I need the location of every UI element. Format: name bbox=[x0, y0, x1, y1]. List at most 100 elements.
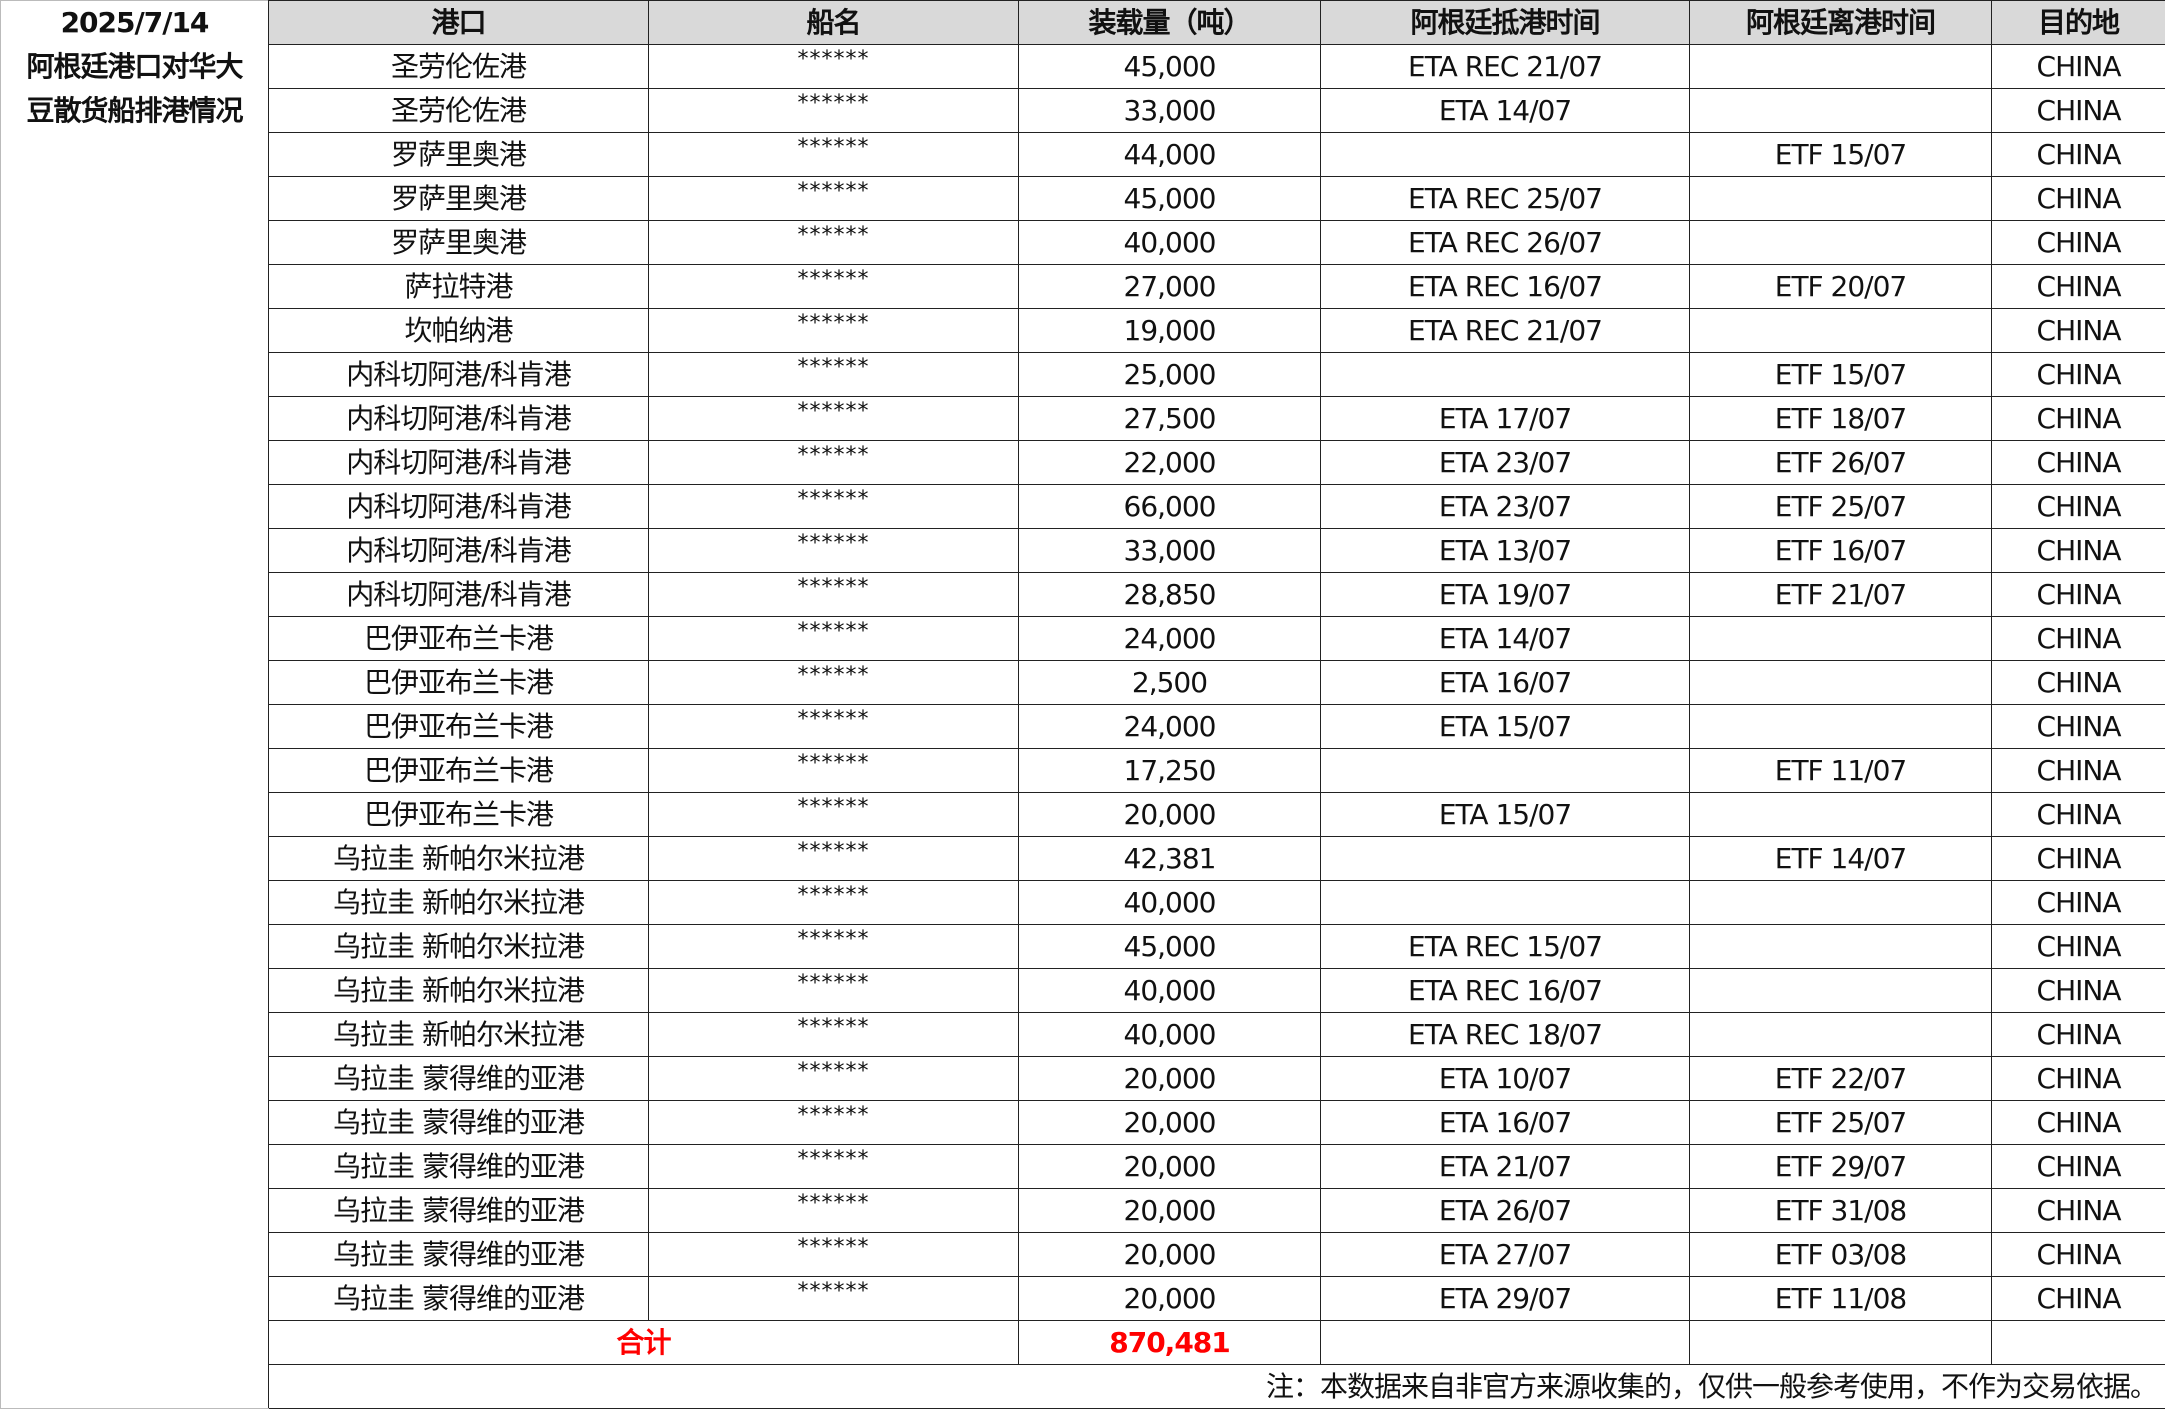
cell-destination: CHINA bbox=[1991, 1100, 2165, 1145]
cell-arrival: ETA 23/07 bbox=[1320, 440, 1690, 485]
cell-arrival bbox=[1320, 836, 1690, 881]
cell-port: 内科切阿港/科肯港 bbox=[268, 352, 649, 397]
empty-cell bbox=[1689, 1320, 1992, 1365]
cell-tonnage: 20,000 bbox=[1018, 1232, 1321, 1277]
table-row: 内科切阿港/科肯港 ****** 25,000 ETF 15/07 CHINA bbox=[1, 352, 2165, 397]
cell-port: 乌拉圭 蒙得维的亚港 bbox=[268, 1056, 649, 1101]
cell-destination: CHINA bbox=[1991, 704, 2165, 749]
table-row: 乌拉圭 蒙得维的亚港 ****** 20,000 ETA 10/07 ETF 22/07… bbox=[1, 1056, 2165, 1101]
cell-arrival: ETA REC 21/07 bbox=[1320, 44, 1690, 89]
cell-tonnage: 24,000 bbox=[1018, 616, 1321, 661]
cell-departure bbox=[1689, 88, 1992, 133]
table-row: 巴伊亚布兰卡港 ****** 24,000 ETA 15/07 CHINA bbox=[1, 704, 2165, 749]
total-value: 870,481 bbox=[1018, 1320, 1321, 1365]
cell-departure: ETF 03/08 bbox=[1689, 1232, 1992, 1277]
cell-arrival: ETA REC 16/07 bbox=[1320, 968, 1690, 1013]
cell-departure bbox=[1689, 308, 1992, 353]
cell-arrival bbox=[1320, 132, 1690, 177]
cell-port: 乌拉圭 蒙得维的亚港 bbox=[268, 1232, 649, 1277]
table-row: 萨拉特港 ****** 27,000 ETA REC 16/07 ETF 20/07 CH… bbox=[1, 264, 2165, 309]
cell-arrival: ETA 15/07 bbox=[1320, 792, 1690, 837]
cell-tonnage: 42,381 bbox=[1018, 836, 1321, 881]
cell-destination: CHINA bbox=[1991, 1188, 2165, 1233]
cell-arrival: ETA 23/07 bbox=[1320, 484, 1690, 529]
cell-port: 内科切阿港/科肯港 bbox=[268, 572, 649, 617]
cell-destination: CHINA bbox=[1991, 220, 2165, 265]
cell-tonnage: 24,000 bbox=[1018, 704, 1321, 749]
cell-departure: ETF 21/07 bbox=[1689, 572, 1992, 617]
note-row: 注：本数据来自非官方来源收集的，仅供一般参考使用，不作为交易依据。 bbox=[1, 1364, 2165, 1409]
cell-destination: CHINA bbox=[1991, 616, 2165, 661]
cell-tonnage: 20,000 bbox=[1018, 1056, 1321, 1101]
cell-destination: CHINA bbox=[1991, 308, 2165, 353]
cell-ship-name: ****** bbox=[648, 132, 1019, 177]
cell-arrival: ETA REC 21/07 bbox=[1320, 308, 1690, 353]
table-row: 乌拉圭 新帕尔米拉港 ****** 40,000 ETA REC 18/07 CHINA bbox=[1, 1012, 2165, 1057]
cell-ship-name: ****** bbox=[648, 748, 1019, 793]
cell-departure: ETF 31/08 bbox=[1689, 1188, 1992, 1233]
cell-port: 巴伊亚布兰卡港 bbox=[268, 792, 649, 837]
cell-departure bbox=[1689, 792, 1992, 837]
cell-tonnage: 20,000 bbox=[1018, 1100, 1321, 1145]
report-title-line2: 豆散货船排港情况 bbox=[26, 94, 243, 127]
cell-destination: CHINA bbox=[1991, 396, 2165, 441]
table-row: 巴伊亚布兰卡港 ****** 2,500 ETA 16/07 CHINA bbox=[1, 660, 2165, 705]
cell-arrival bbox=[1320, 748, 1690, 793]
cell-ship-name: ****** bbox=[648, 1232, 1019, 1277]
table-row: 圣劳伦佐港 ****** 45,000 ETA REC 21/07 CHINA bbox=[1, 44, 2165, 89]
cell-port: 乌拉圭 蒙得维的亚港 bbox=[268, 1188, 649, 1233]
cell-ship-name: ****** bbox=[648, 1056, 1019, 1101]
cell-departure bbox=[1689, 44, 1992, 89]
cell-port: 乌拉圭 新帕尔米拉港 bbox=[268, 1012, 649, 1057]
col-header-destination: 目的地 bbox=[1991, 0, 2165, 45]
cell-departure: ETF 11/07 bbox=[1689, 748, 1992, 793]
cell-ship-name: ****** bbox=[648, 264, 1019, 309]
cell-ship-name: ****** bbox=[648, 968, 1019, 1013]
cell-departure: ETF 14/07 bbox=[1689, 836, 1992, 881]
cell-arrival: ETA 14/07 bbox=[1320, 616, 1690, 661]
cell-destination: CHINA bbox=[1991, 1144, 2165, 1189]
cell-tonnage: 20,000 bbox=[1018, 1144, 1321, 1189]
cell-port: 内科切阿港/科肯港 bbox=[268, 440, 649, 485]
cell-departure bbox=[1689, 880, 1992, 925]
cell-tonnage: 40,000 bbox=[1018, 220, 1321, 265]
empty-cell bbox=[1991, 1320, 2165, 1365]
table-row: 乌拉圭 蒙得维的亚港 ****** 20,000 ETA 29/07 ETF 11/08… bbox=[1, 1276, 2165, 1321]
table-row: 乌拉圭 蒙得维的亚港 ****** 20,000 ETA 21/07 ETF 29/07… bbox=[1, 1144, 2165, 1189]
cell-destination: CHINA bbox=[1991, 352, 2165, 397]
cell-port: 萨拉特港 bbox=[268, 264, 649, 309]
cell-ship-name: ****** bbox=[648, 660, 1019, 705]
cell-tonnage: 22,000 bbox=[1018, 440, 1321, 485]
cell-ship-name: ****** bbox=[648, 1188, 1019, 1233]
cell-port: 罗萨里奥港 bbox=[268, 220, 649, 265]
cell-port: 巴伊亚布兰卡港 bbox=[268, 748, 649, 793]
table-row: 乌拉圭 新帕尔米拉港 ****** 42,381 ETF 14/07 CHINA bbox=[1, 836, 2165, 881]
cell-arrival: ETA 29/07 bbox=[1320, 1276, 1690, 1321]
cell-port: 巴伊亚布兰卡港 bbox=[268, 660, 649, 705]
cell-ship-name: ****** bbox=[648, 352, 1019, 397]
cell-tonnage: 40,000 bbox=[1018, 968, 1321, 1013]
cell-port: 圣劳伦佐港 bbox=[268, 88, 649, 133]
table-row: 内科切阿港/科肯港 ****** 22,000 ETA 23/07 ETF 26/07 C… bbox=[1, 440, 2165, 485]
empty-cell bbox=[1320, 1320, 1690, 1365]
table-row: 内科切阿港/科肯港 ****** 27,500 ETA 17/07 ETF 18/07 C… bbox=[1, 396, 2165, 441]
report-title-line1: 阿根廷港口对华大 bbox=[26, 50, 243, 83]
cell-tonnage: 27,000 bbox=[1018, 264, 1321, 309]
cell-port: 巴伊亚布兰卡港 bbox=[268, 704, 649, 749]
cell-destination: CHINA bbox=[1991, 748, 2165, 793]
cell-ship-name: ****** bbox=[648, 44, 1019, 89]
cell-port: 内科切阿港/科肯港 bbox=[268, 396, 649, 441]
cell-departure: ETF 16/07 bbox=[1689, 528, 1992, 573]
cell-tonnage: 28,850 bbox=[1018, 572, 1321, 617]
cell-departure bbox=[1689, 1012, 1992, 1057]
cell-destination: CHINA bbox=[1991, 924, 2165, 969]
cell-arrival: ETA REC 25/07 bbox=[1320, 176, 1690, 221]
table-row: 罗萨里奥港 ****** 44,000 ETF 15/07 CHINA bbox=[1, 132, 2165, 177]
total-label: 合计 bbox=[268, 1320, 1019, 1365]
cell-port: 坎帕纳港 bbox=[268, 308, 649, 353]
cell-departure bbox=[1689, 176, 1992, 221]
cell-port: 乌拉圭 新帕尔米拉港 bbox=[268, 968, 649, 1013]
cell-departure: ETF 25/07 bbox=[1689, 1100, 1992, 1145]
